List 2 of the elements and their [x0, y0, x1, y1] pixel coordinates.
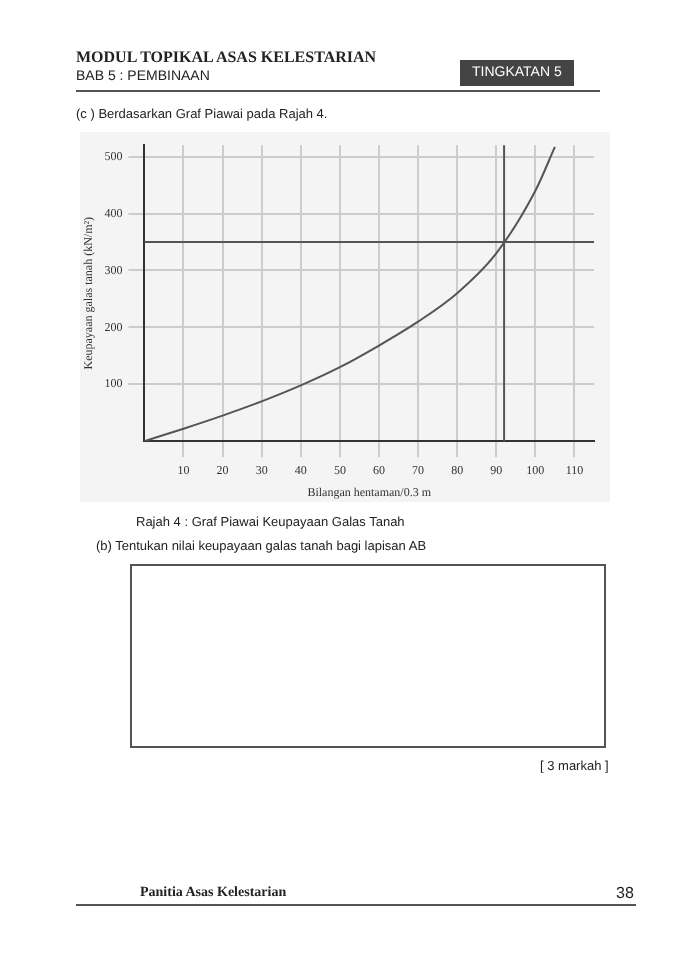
text: MODUL TOPIKAL ASAS KELESTARIAN [76, 48, 377, 66]
text: 38 [616, 884, 634, 902]
